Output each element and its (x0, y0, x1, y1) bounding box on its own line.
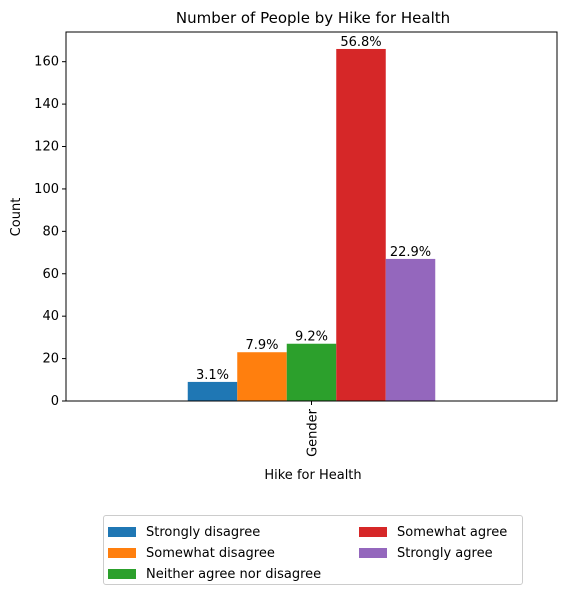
legend-label: Strongly disagree (146, 524, 261, 540)
y-tick-label: 0 (51, 394, 59, 409)
legend-label: Neither agree nor disagree (146, 566, 322, 582)
legend-swatch (108, 527, 136, 537)
legend-swatch (108, 569, 136, 579)
legend-label: Somewhat agree (397, 524, 508, 540)
y-tick-label: 20 (42, 352, 59, 367)
bar-data-label: 22.9% (390, 245, 431, 260)
legend-item-somewhat-agree: Somewhat agree (359, 523, 507, 541)
legend-item-somewhat-disagree: Somewhat disagree (108, 544, 275, 562)
y-tick-label: 140 (34, 97, 59, 112)
x-axis-label: Hike for Health (264, 468, 361, 483)
bar-strongly-agree (385, 258, 436, 401)
plot-area: 0 20 40 60 80 100 120 140 160 3.1% 7.9% 9.2% 56.8% 22… (34, 31, 558, 457)
legend-label: Strongly agree (397, 545, 493, 561)
bar-data-label: 56.8% (340, 35, 381, 50)
y-tick-label: 120 (34, 140, 59, 155)
x-tick-label: Gender (306, 408, 321, 457)
bar-data-label: 9.2% (295, 330, 328, 345)
y-tick-label: 80 (42, 224, 59, 239)
bar-strongly-disagree (187, 381, 238, 401)
legend-item-strongly-agree: Strongly agree (359, 544, 493, 562)
y-tick-label: 60 (42, 267, 59, 282)
bar-data-label: 7.9% (245, 338, 278, 353)
legend-item-neither: Neither agree nor disagree (108, 565, 321, 583)
legend-item-strongly-disagree: Strongly disagree (108, 523, 260, 541)
legend-swatch (359, 548, 387, 558)
legend: Strongly disagree Somewhat disagree Neit… (103, 515, 523, 585)
bar-neither-agree-nor-disagree (286, 343, 337, 401)
bar-somewhat-disagree (237, 352, 287, 401)
bar-chart: Number of People by Hike for Health Coun… (9, 9, 558, 483)
bar-data-label: 3.1% (196, 368, 229, 383)
legend-swatch (108, 548, 136, 558)
y-tick-label: 40 (42, 309, 59, 324)
bar-somewhat-agree (336, 48, 386, 402)
legend-swatch (359, 527, 387, 537)
y-tick-label: 100 (34, 182, 59, 197)
y-tick-label: 160 (34, 55, 59, 70)
legend-label: Somewhat disagree (146, 545, 275, 561)
chart-title: Number of People by Hike for Health (176, 9, 450, 27)
y-axis-label: Count (9, 198, 24, 237)
